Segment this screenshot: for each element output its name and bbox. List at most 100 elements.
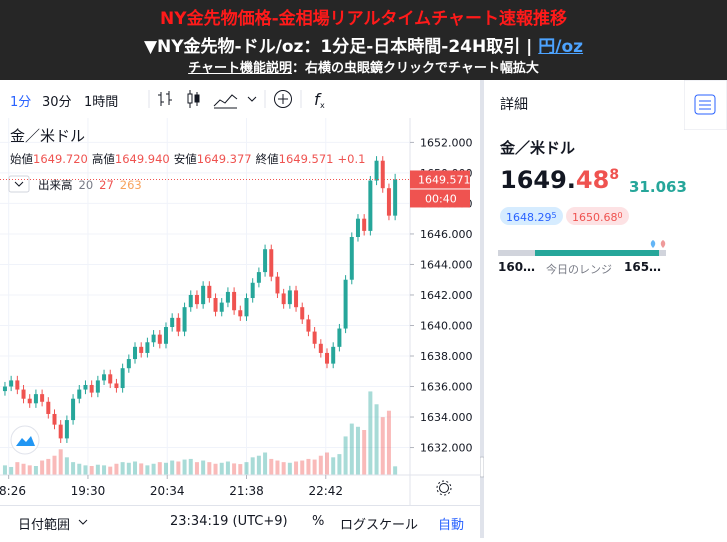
chart: 1632.000 1634.000 1636.000 1638.000 1640.000… bbox=[0, 118, 480, 505]
fx-icon-sub: x bbox=[320, 101, 325, 110]
candle-body bbox=[170, 317, 175, 328]
volume-bar bbox=[163, 462, 168, 475]
candle-body bbox=[355, 218, 360, 237]
volume-bar bbox=[2, 465, 7, 475]
candle-body bbox=[120, 368, 125, 389]
price-change: 31.063 bbox=[629, 178, 687, 196]
ask-main: 1650.68 bbox=[572, 211, 618, 224]
candle-body bbox=[176, 317, 181, 332]
volume-bar bbox=[157, 462, 162, 475]
candle-body bbox=[145, 342, 150, 353]
volume-bar bbox=[213, 463, 218, 475]
candle-body bbox=[294, 290, 299, 308]
bid: 1648.295 bbox=[500, 207, 563, 225]
volume-bar bbox=[256, 455, 261, 475]
last-price-box bbox=[410, 170, 470, 189]
y-tick-label: 1632.000 bbox=[420, 442, 473, 455]
bid-small: 5 bbox=[551, 211, 557, 220]
add-indicator[interactable] bbox=[274, 90, 292, 108]
candle-body bbox=[133, 346, 138, 360]
volume-bar bbox=[238, 464, 243, 475]
area-icon[interactable] bbox=[213, 94, 238, 109]
candle-body bbox=[188, 294, 193, 308]
volume-bar bbox=[21, 463, 26, 475]
fx-icon[interactable]: f bbox=[314, 90, 322, 109]
last-price-label: 1649.571 bbox=[418, 173, 471, 186]
candle-body bbox=[194, 294, 199, 305]
candle-body bbox=[343, 279, 348, 329]
candle-body bbox=[102, 374, 107, 381]
volume-bar bbox=[176, 461, 181, 475]
volume-bar bbox=[207, 462, 212, 475]
legend-label: 始値 bbox=[10, 152, 33, 166]
ask-marker bbox=[660, 240, 666, 248]
candle-body bbox=[232, 291, 237, 311]
candle-body bbox=[33, 394, 38, 404]
volume-bar bbox=[46, 458, 51, 475]
candle-body bbox=[225, 291, 230, 303]
volume-legend: 出来高 20 27 263 bbox=[38, 178, 142, 192]
volume-bar bbox=[139, 463, 144, 475]
volume-bar bbox=[201, 460, 206, 475]
volume-bar bbox=[40, 460, 45, 475]
logo bbox=[10, 425, 40, 455]
volume-bar bbox=[120, 462, 125, 475]
auto-toggle[interactable]: 自動 bbox=[438, 518, 465, 533]
volume-bar bbox=[145, 465, 150, 475]
bars-icon[interactable] bbox=[158, 91, 172, 106]
panel-toggle[interactable] bbox=[684, 80, 727, 130]
subtitle: ▼NY金先物-ドル/oz：1分足-日本時間-24H取引 | 円/oz bbox=[0, 32, 727, 57]
volume-bar bbox=[318, 455, 323, 475]
candle-body bbox=[71, 398, 76, 421]
percent-toggle[interactable]: % bbox=[312, 514, 325, 529]
volume-legend-value: 20 bbox=[79, 178, 94, 192]
x-tick-label: 18:26 bbox=[0, 484, 26, 498]
volume-bar bbox=[225, 461, 230, 475]
volume-bar bbox=[232, 463, 237, 475]
volume-bar bbox=[325, 452, 330, 475]
volume-bar bbox=[380, 417, 385, 475]
volume-bar bbox=[362, 430, 367, 475]
yen-link[interactable]: 円/oz bbox=[538, 37, 584, 57]
volume-bar bbox=[355, 426, 360, 475]
candle-body bbox=[89, 384, 94, 393]
candles-icon[interactable] bbox=[187, 90, 200, 108]
candle-body bbox=[95, 380, 100, 393]
candle-body bbox=[201, 285, 206, 305]
header: NY金先物価格-金相場リアルタイムチャート速報推移 ▼NY金先物-ドル/oz：1… bbox=[0, 0, 727, 80]
range-label: 今日のレンジ bbox=[546, 263, 612, 276]
help-link[interactable]: チャート機能説明 bbox=[188, 61, 292, 76]
candle-body bbox=[83, 384, 88, 390]
range-low: 160… bbox=[498, 260, 536, 274]
interval-1m[interactable]: 1分 bbox=[10, 95, 32, 110]
volume-bar bbox=[133, 461, 138, 475]
candle-body bbox=[40, 394, 45, 402]
volume-bar bbox=[188, 458, 193, 475]
volume-bar bbox=[337, 454, 342, 475]
volume-bar bbox=[386, 410, 391, 475]
volume-bar bbox=[219, 462, 224, 475]
interval-1h[interactable]: 1時間 bbox=[84, 95, 119, 110]
toolbar: 1分 30分 1時間 f x bbox=[0, 80, 480, 119]
collapse-btn[interactable] bbox=[8, 175, 30, 193]
volume-bar bbox=[287, 462, 292, 475]
legend-label: 安値 bbox=[174, 152, 197, 166]
settings-icon[interactable] bbox=[436, 480, 452, 496]
toolbar-icons: f x bbox=[148, 90, 325, 110]
price-big: 48 bbox=[575, 166, 610, 194]
candle-body bbox=[2, 386, 7, 392]
candle-body bbox=[15, 380, 20, 390]
detail-panel: 詳細 金／米ドル 1649.488 31.063 1648.295 1650.6… bbox=[484, 80, 727, 538]
volume-bar bbox=[281, 462, 286, 475]
candle-body bbox=[349, 237, 354, 280]
bid-main: 1648.29 bbox=[506, 211, 552, 224]
candle-body bbox=[108, 374, 113, 384]
log-toggle[interactable]: ログスケール bbox=[340, 518, 419, 533]
interval-30m[interactable]: 30分 bbox=[42, 95, 72, 110]
date-range[interactable]: 日付範囲 bbox=[18, 518, 71, 533]
candle-body bbox=[139, 346, 144, 353]
chevron[interactable] bbox=[247, 96, 257, 102]
candle-body bbox=[300, 307, 305, 320]
y-tick-label: 1642.000 bbox=[420, 289, 473, 302]
